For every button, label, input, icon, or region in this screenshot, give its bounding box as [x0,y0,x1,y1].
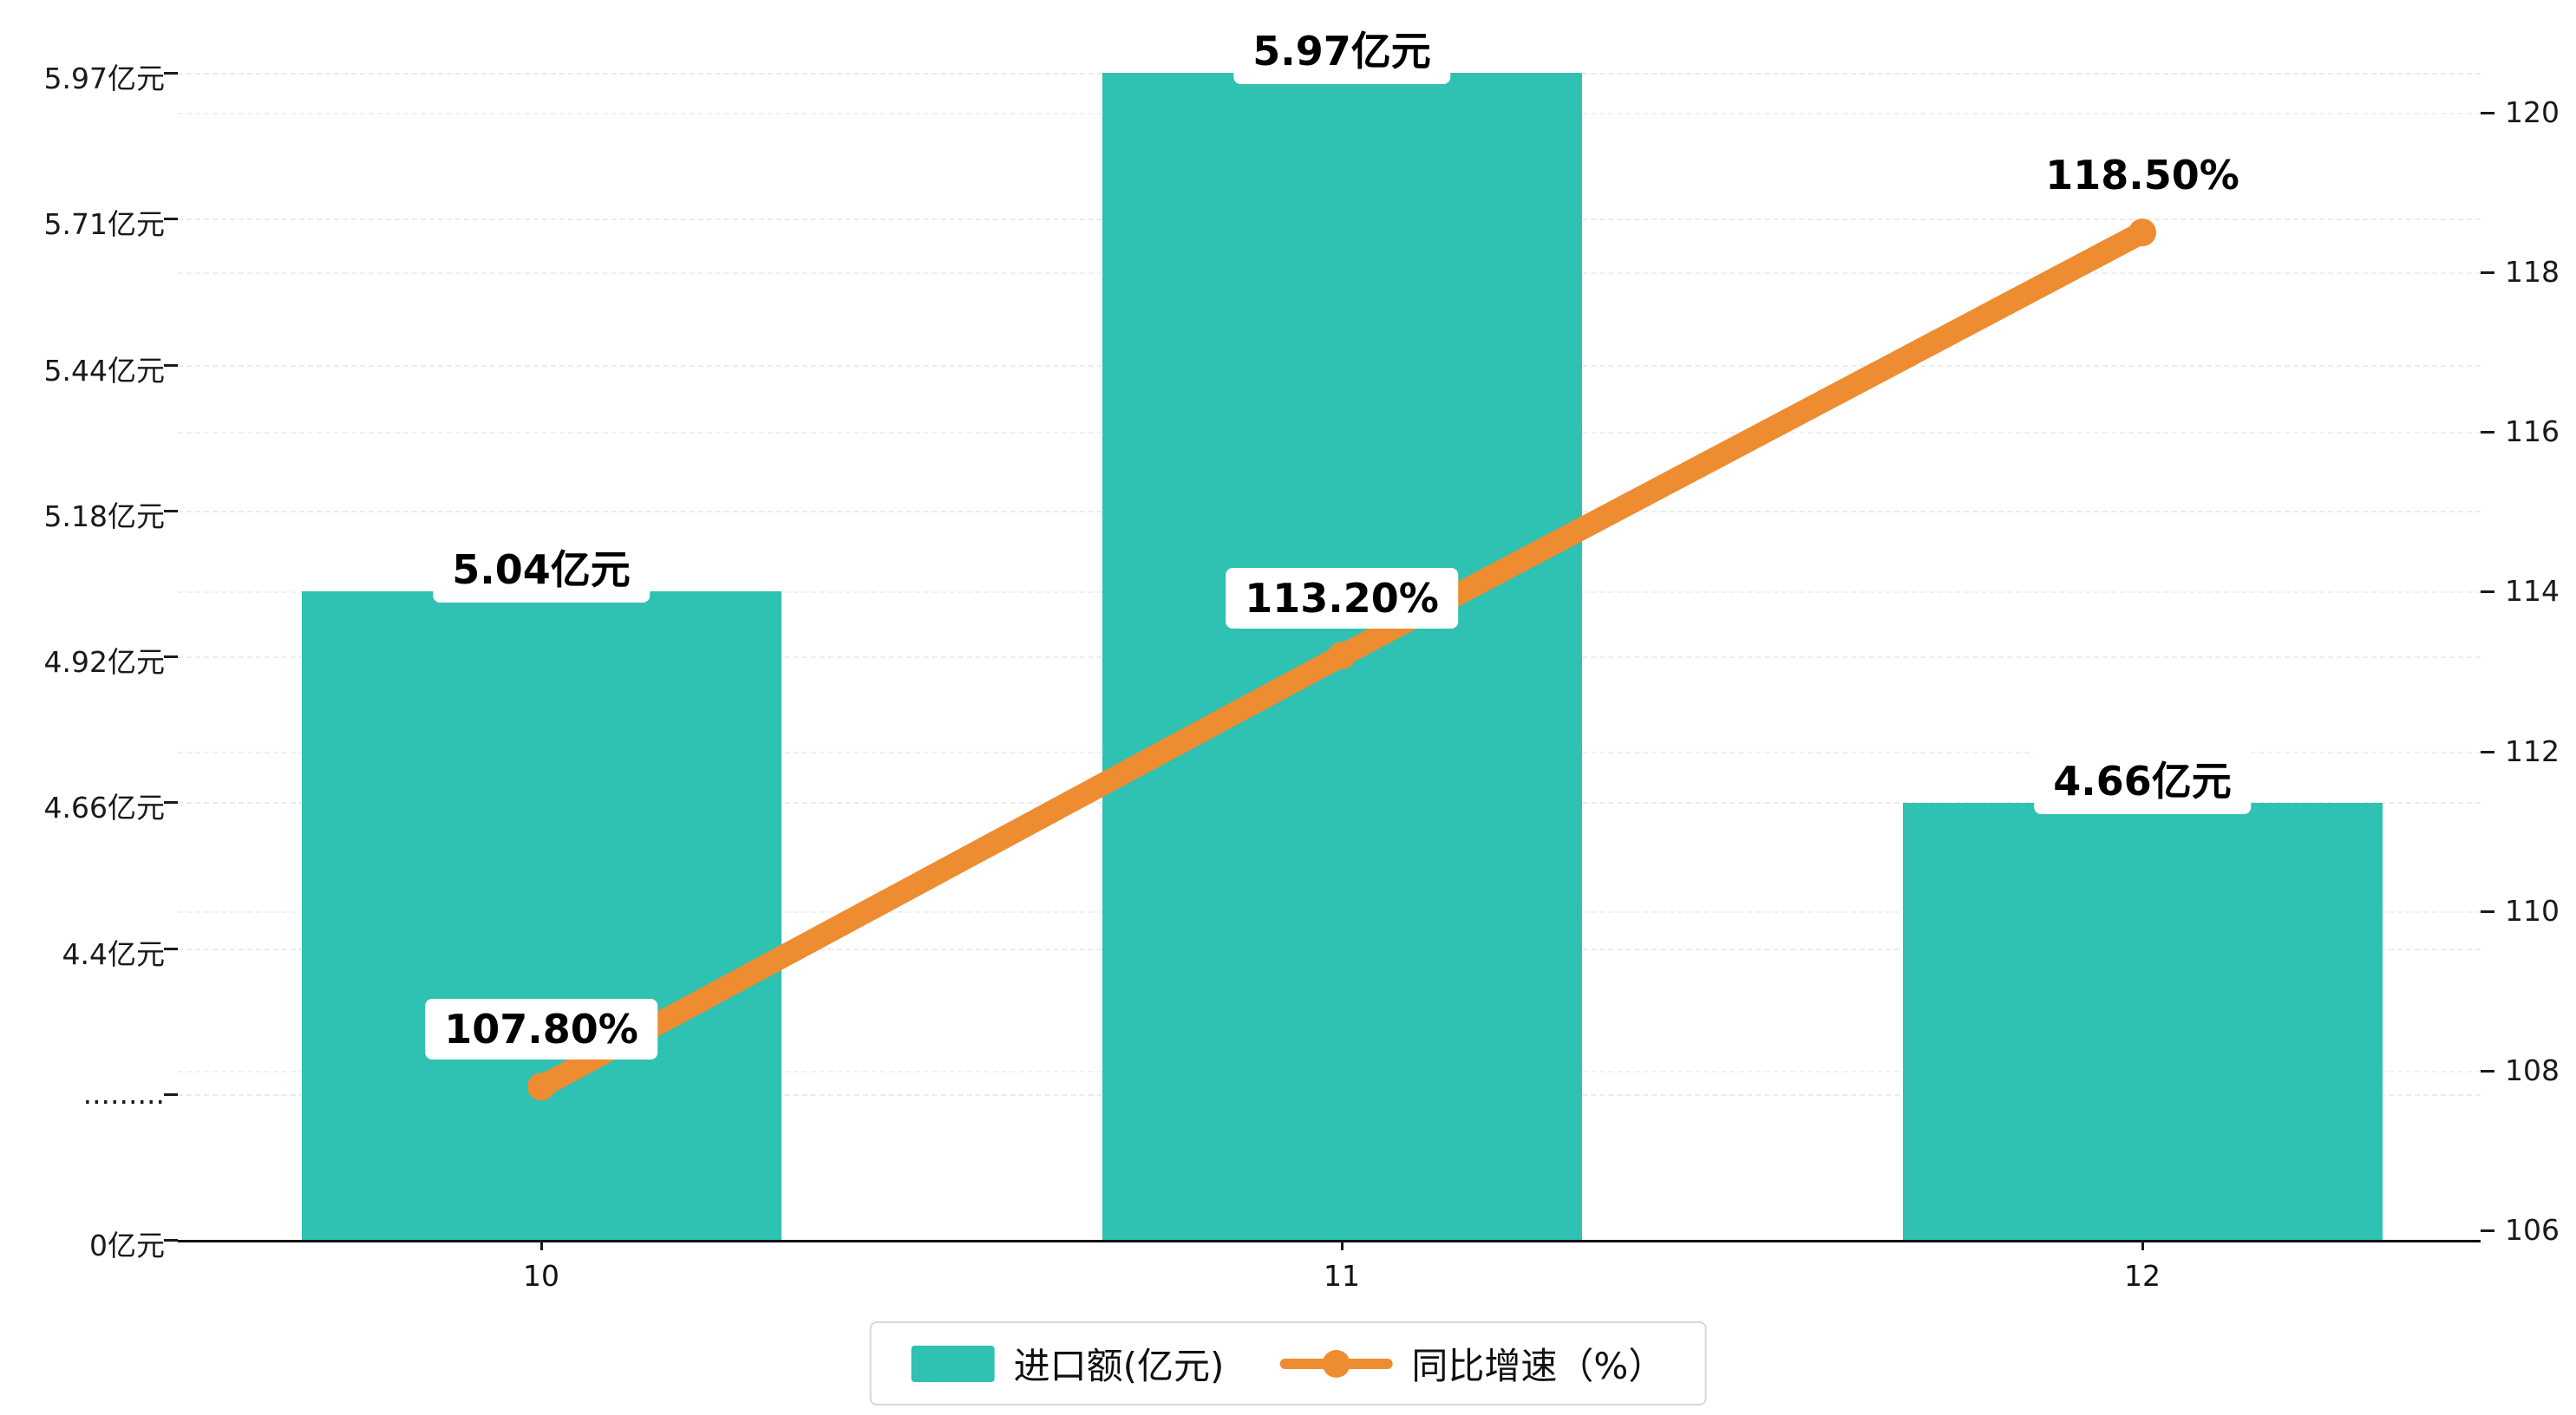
x-tick-label: 11 [1324,1259,1360,1293]
left-tick-mark [164,801,178,805]
left-tick-label: 5.44亿元 [43,353,165,388]
right-tick-label: 106 [2505,1213,2560,1247]
left-tick-label: 0亿元 [89,1229,165,1262]
x-tick-mark [540,1240,543,1250]
left-tick-label: 5.71亿元 [43,207,165,242]
left-tick-label: 4.4亿元 [62,936,165,971]
bar [301,590,781,1240]
x-tick-mark [1341,1240,1344,1250]
right-tick-mark [2481,1229,2494,1232]
left-tick-mark [164,1092,178,1096]
line-value-label: 107.80% [425,999,657,1060]
left-tick-label: 5.18亿元 [43,499,165,533]
left-tick-label: 5.97亿元 [43,62,165,95]
left-tick-mark [164,363,178,367]
x-tick-label: 12 [2124,1259,2161,1293]
left-tick-label: 4.66亿元 [43,791,165,825]
legend-label: 同比增速（%） [1411,1345,1665,1387]
left-tick-mark [164,218,178,221]
right-tick-label: 108 [2505,1053,2560,1087]
line-value-label: 118.50% [2026,145,2259,206]
right-tick-mark [2481,431,2494,434]
line-dot-icon [1279,1346,1393,1382]
right-tick-mark [2481,750,2494,753]
bar-value-label: 4.66亿元 [2034,743,2251,815]
right-tick-label: 118 [2505,255,2560,290]
bar-swatch-icon [911,1345,995,1382]
x-tick-mark [2141,1240,2144,1250]
right-tick-label: 112 [2505,734,2560,768]
bar-value-label: 5.97亿元 [1233,13,1450,84]
left-tick-mark [164,72,178,75]
x-tick-label: 10 [523,1259,559,1293]
left-tick-label: ......... [82,1076,165,1111]
bar-value-label: 5.04亿元 [433,531,650,603]
legend-item-imports[interactable]: 进口额(亿元) [911,1337,1225,1390]
right-tick-mark [2481,271,2494,275]
line-point-marker [2128,218,2156,247]
legend-item-growth[interactable]: 同比增速（%） [1279,1337,1664,1390]
x-axis-line [178,1240,2481,1242]
left-tick-label: 4.92亿元 [43,645,165,679]
line-marker-icon [1322,1349,1350,1378]
right-tick-mark [2481,1069,2494,1073]
right-tick-mark [2481,112,2494,114]
bar [1902,803,2383,1240]
legend: 进口额(亿元) 同比增速（%） [869,1321,1707,1405]
left-tick-mark [164,509,178,512]
line-point-marker [1328,642,1356,670]
left-tick-mark [164,1239,178,1242]
legend-label: 进口额(亿元) [1013,1345,1225,1387]
right-tick-label: 114 [2505,574,2560,609]
right-tick-label: 116 [2505,414,2560,449]
right-tick-label: 110 [2505,893,2560,928]
right-tick-label: 120 [2505,95,2560,129]
right-tick-mark [2481,910,2494,913]
left-tick-mark [164,947,178,950]
line-point-marker [527,1073,555,1101]
right-tick-mark [2481,590,2494,594]
left-tick-mark [164,655,178,658]
line-value-label: 113.20% [1226,568,1458,629]
